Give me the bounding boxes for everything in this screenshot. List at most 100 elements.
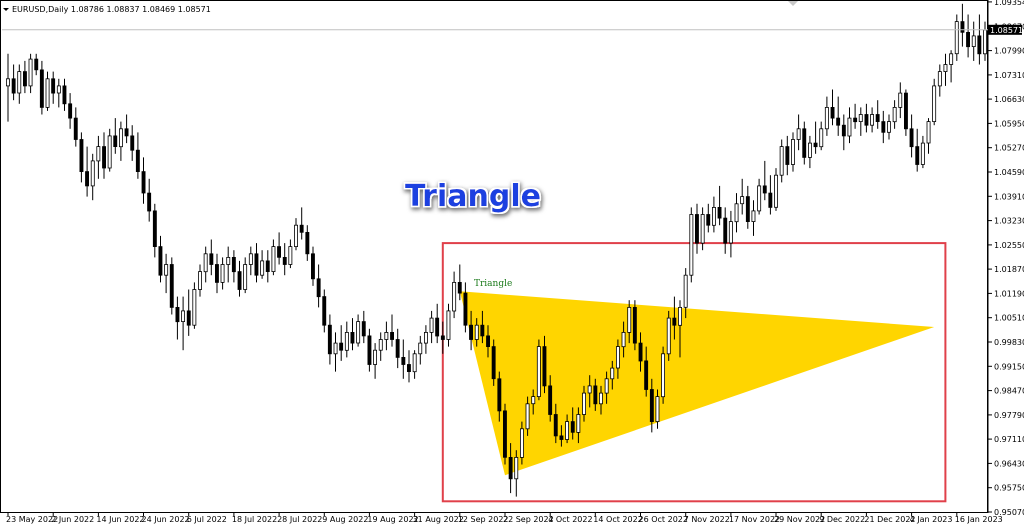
candle	[920, 135, 925, 169]
candle-body	[457, 281, 462, 294]
candle	[412, 350, 417, 379]
candle-body	[130, 135, 135, 151]
candle	[135, 132, 140, 179]
candle	[728, 210, 733, 258]
candle	[192, 282, 197, 329]
candle-body	[339, 342, 344, 351]
candle-body	[627, 306, 632, 333]
candle-body	[277, 246, 281, 258]
candle-body	[56, 85, 61, 94]
y-axis: 1.093541.086701.079901.073101.066301.059…	[988, 0, 1024, 517]
candle	[649, 378, 654, 433]
candle	[175, 296, 180, 340]
candle-body	[226, 256, 231, 265]
candle-body	[440, 335, 445, 340]
candle	[107, 128, 112, 172]
candle-body	[932, 85, 937, 123]
y-tick-label: 1.01190	[994, 289, 1024, 298]
candle	[514, 450, 519, 497]
candle	[390, 314, 394, 347]
candle-body	[757, 185, 762, 212]
candle	[90, 153, 95, 201]
candle	[610, 360, 615, 390]
candle-body	[79, 139, 84, 172]
candle	[79, 132, 84, 183]
candle-body	[898, 92, 903, 108]
candle	[808, 135, 812, 169]
candle	[909, 114, 914, 158]
candle	[17, 64, 22, 104]
candle-body	[265, 260, 270, 272]
candle	[695, 203, 699, 254]
candle	[474, 318, 479, 347]
pattern-highlight-box	[441, 242, 947, 503]
current-price-tag-label: 1.08571	[990, 26, 1023, 35]
candle-body	[587, 385, 592, 394]
y-tick-label: 1.02550	[994, 241, 1024, 250]
candle	[435, 303, 440, 344]
candle-body	[520, 428, 524, 458]
x-tick-label: 22 Sep 2022	[503, 515, 554, 524]
candle-body	[858, 114, 863, 122]
candle	[853, 103, 858, 129]
candle-body	[333, 342, 338, 355]
candle-body	[638, 342, 643, 362]
candle-body	[480, 324, 485, 337]
candle-body	[808, 142, 812, 158]
candle	[599, 385, 603, 415]
candle	[740, 178, 745, 215]
candle	[11, 64, 16, 101]
y-tick-label: 1.03230	[994, 217, 1024, 226]
candle-body	[621, 331, 626, 348]
candle	[51, 71, 56, 104]
candle	[260, 250, 265, 279]
x-tick-label: 31 Aug 2022	[413, 515, 464, 524]
candle-body	[830, 107, 835, 119]
x-tick-label: 6 Jul 2022	[187, 515, 227, 524]
candle-body	[401, 356, 406, 365]
candle	[966, 14, 970, 58]
candle	[779, 139, 784, 183]
candle-body	[525, 403, 530, 430]
candle	[875, 100, 880, 129]
candle	[299, 207, 304, 240]
candle	[632, 300, 637, 351]
candle-body	[17, 71, 22, 94]
candle-body	[452, 281, 457, 312]
candle	[785, 135, 790, 176]
candle-body	[853, 117, 858, 123]
candle	[491, 339, 496, 386]
candle-body	[502, 410, 507, 458]
candle-body	[390, 331, 394, 340]
candle-body	[768, 192, 773, 208]
candle	[582, 385, 586, 422]
candle	[570, 407, 575, 440]
candle	[915, 128, 920, 172]
y-tick-label: 1.09354	[994, 0, 1024, 7]
candle-body	[68, 103, 73, 119]
candle-body	[593, 385, 598, 405]
x-tick-label: 29 Nov 2022	[774, 515, 825, 524]
candle	[339, 325, 344, 361]
candle-body	[310, 253, 315, 280]
symbol-dropdown-icon[interactable]	[3, 8, 9, 11]
candle	[655, 389, 660, 429]
x-tick-label: 12 Sep 2022	[458, 515, 509, 524]
candle	[73, 107, 78, 147]
y-tick-label: 0.99150	[994, 362, 1024, 371]
candle	[881, 110, 886, 144]
y-tick-label: 0.99830	[994, 338, 1024, 347]
candle	[666, 310, 671, 361]
candle	[802, 121, 807, 165]
candle-body	[582, 392, 586, 415]
candle	[683, 268, 688, 319]
candles-layer	[6, 3, 987, 497]
x-tick-label: 19 Aug 2022	[367, 515, 418, 524]
candle-body	[463, 292, 468, 326]
candle	[34, 53, 39, 76]
x-tick-label: 21 Dec 2022	[864, 515, 915, 524]
scroll-marker-icon	[788, 1, 798, 6]
candle	[186, 289, 191, 336]
